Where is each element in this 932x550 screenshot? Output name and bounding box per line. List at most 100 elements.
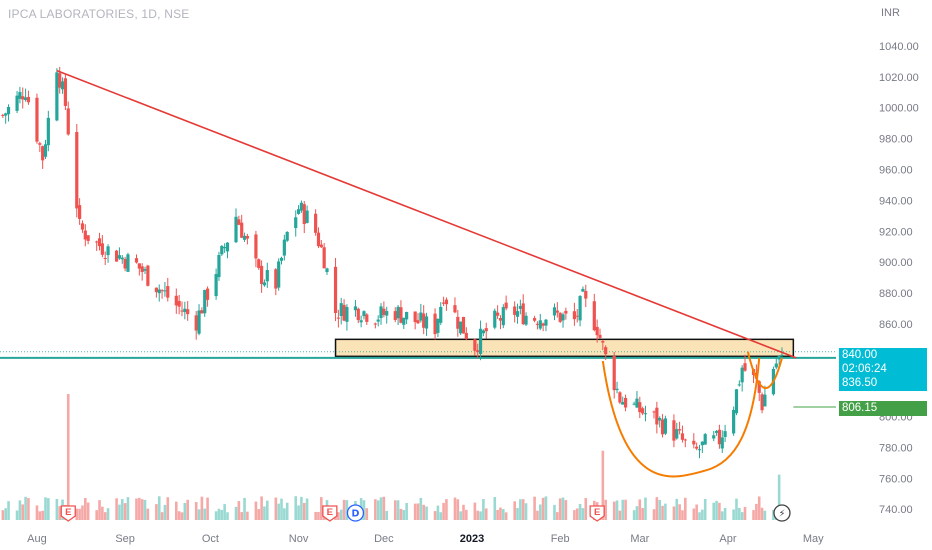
time-axis[interactable]: Aug Sep Oct Nov Dec 2023 Feb Mar Apr May xyxy=(27,533,824,545)
candle-body xyxy=(154,287,158,293)
candle-body xyxy=(342,304,346,321)
candle-body xyxy=(774,363,778,368)
volume-bar xyxy=(376,500,380,520)
candle-body xyxy=(652,411,656,413)
candle-body xyxy=(552,307,557,316)
candle-body xyxy=(203,290,207,314)
volume-bar xyxy=(200,496,204,520)
candle-body xyxy=(333,266,338,314)
candle-body xyxy=(777,355,781,360)
volume-bar xyxy=(402,510,406,520)
volume-bar xyxy=(7,501,10,520)
candle-body xyxy=(21,96,25,100)
volume-bar xyxy=(564,500,568,520)
price-tick-label: 1020.00 xyxy=(879,72,919,84)
volume-bar xyxy=(15,510,19,520)
candle-body xyxy=(641,408,645,414)
candle-body xyxy=(493,310,497,328)
volume-bar xyxy=(573,510,576,520)
candle-body xyxy=(444,299,449,305)
volume-bar xyxy=(305,498,309,520)
candle-body xyxy=(18,92,22,99)
candle-body xyxy=(95,241,99,243)
currency-label: INR xyxy=(881,7,900,19)
volume-bar xyxy=(103,512,107,520)
candle-body xyxy=(481,330,486,334)
volume-bar xyxy=(157,496,161,520)
volume-bar xyxy=(661,505,664,520)
candle-body xyxy=(58,73,62,88)
earnings-marker: E xyxy=(322,505,338,522)
candle-body xyxy=(274,269,278,289)
candle-body xyxy=(660,419,665,435)
volume-bar xyxy=(277,503,280,520)
split-icon xyxy=(773,504,791,522)
candle-body xyxy=(743,363,747,371)
candle-body xyxy=(382,308,386,315)
candle-body xyxy=(214,274,218,297)
volume-bar xyxy=(254,501,258,520)
candle-body xyxy=(97,238,102,247)
candle-body xyxy=(254,234,258,259)
split-marker: ⚡ xyxy=(773,504,791,522)
price-tick-label: 780.00 xyxy=(879,442,913,454)
price-tick-label: 940.00 xyxy=(879,195,913,207)
volume-bar xyxy=(521,499,525,520)
volume-bar xyxy=(575,508,579,520)
volume-bar xyxy=(38,511,42,520)
volume-bar xyxy=(405,502,408,520)
volume-bar xyxy=(274,497,278,520)
price-axis[interactable]: 740.00760.00780.00800.00820.00840.00860.… xyxy=(879,41,919,516)
volume-bar xyxy=(399,508,403,520)
candle-body xyxy=(732,409,736,434)
price-tick-label: 880.00 xyxy=(879,288,913,300)
candle-body xyxy=(385,311,389,316)
candle-body xyxy=(123,258,127,269)
volume-bar xyxy=(379,497,383,520)
volume-bar xyxy=(197,509,201,520)
candle-body xyxy=(373,323,377,325)
candle-body xyxy=(75,131,79,209)
candle-body xyxy=(643,413,648,415)
candle-body xyxy=(205,288,210,300)
volume-bar xyxy=(433,511,437,520)
candle-body xyxy=(695,446,699,449)
symbol-title: IPCA LABORATORIES, 1D, NSE xyxy=(8,7,190,21)
volume-bar xyxy=(155,504,158,520)
volume-bar xyxy=(604,499,607,520)
candle-body xyxy=(581,288,585,292)
candle-body xyxy=(473,339,477,351)
time-tick-label: Mar xyxy=(630,533,649,545)
candle-body xyxy=(78,205,82,219)
volume-bar xyxy=(47,498,50,520)
volume-bar xyxy=(720,511,724,520)
dividend-label: D xyxy=(351,509,359,520)
candle-body xyxy=(601,341,605,343)
volume-bar xyxy=(504,512,508,520)
candle-body xyxy=(23,97,28,101)
volume-bar xyxy=(644,497,647,520)
candle-body xyxy=(555,310,559,313)
candle-body xyxy=(612,355,616,391)
candle-body xyxy=(678,429,682,431)
candle-body xyxy=(498,318,503,321)
volume-bar xyxy=(1,510,5,520)
volume-bar xyxy=(692,508,696,520)
candle-body xyxy=(146,265,150,286)
time-tick-label: Oct xyxy=(202,533,219,545)
price-tick-label: 860.00 xyxy=(879,319,913,331)
candle-body xyxy=(220,245,224,255)
volume-bar xyxy=(81,505,84,520)
volume-bar xyxy=(285,502,289,520)
volume-bar xyxy=(163,504,167,520)
price-tick-label: 920.00 xyxy=(879,226,913,238)
volume-bar xyxy=(513,501,516,520)
volume-bar xyxy=(396,500,400,520)
volume-bar xyxy=(382,496,386,520)
candle-body xyxy=(578,296,582,321)
candle-body xyxy=(217,255,221,278)
candle-body xyxy=(621,402,625,405)
volume-bar xyxy=(482,499,485,520)
volume-bar xyxy=(723,507,727,520)
